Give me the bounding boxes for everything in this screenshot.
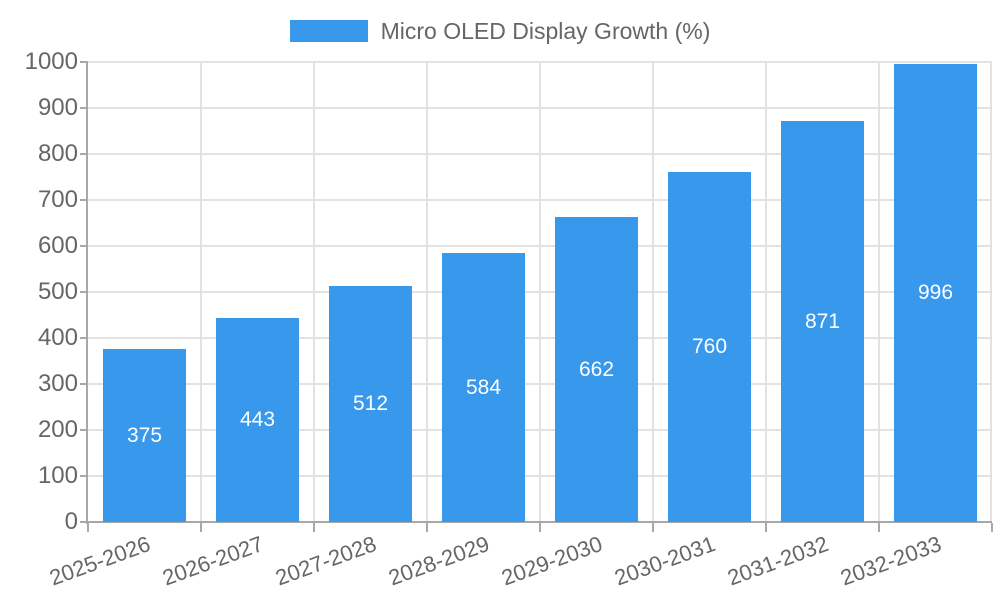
y-axis-tick [80,107,88,109]
y-axis-tick-label: 800 [37,140,78,167]
gridline-vertical [765,62,767,522]
x-axis-tick [765,523,767,532]
gridline-vertical [539,62,541,522]
x-axis-tick [426,523,428,532]
y-axis-tick [80,383,88,385]
y-axis-tick-label: 200 [37,416,78,443]
x-axis-tick [652,523,654,532]
y-axis-tick [80,61,88,63]
y-axis-tick-label: 700 [37,186,78,213]
y-axis-tick [80,245,88,247]
bar-value-label: 760 [691,335,728,358]
y-axis-tick-label: 1000 [24,48,78,75]
gridline-vertical [652,62,654,522]
y-axis-tick [80,337,88,339]
bar-2025-2026[interactable] [103,349,186,522]
y-axis-tick-label: 100 [37,462,78,489]
x-axis-tick [878,523,880,532]
legend-swatch [289,20,368,42]
y-axis-tick [80,153,88,155]
y-axis-tick-label: 300 [37,370,78,397]
y-axis-tick-label: 900 [37,94,78,121]
bar-value-label: 871 [804,309,841,333]
x-axis-line [86,521,992,523]
bar-2030-2031[interactable] [668,172,751,522]
y-axis-tick-label: 500 [37,278,78,305]
y-axis-tick [80,199,88,201]
gridline-vertical [313,62,315,522]
x-axis-tick [539,523,541,532]
gridline-vertical [200,62,202,522]
bar-2028-2029[interactable] [442,253,525,522]
gridline-vertical [878,62,880,522]
bar-2027-2028[interactable] [329,286,412,522]
x-axis-tick [991,523,993,532]
x-axis-tick [313,523,315,532]
y-axis-tick-label: 0 [64,508,78,535]
bar-2031-2032[interactable] [781,121,864,522]
bar-value-label: 584 [465,375,502,399]
y-axis-tick-label: 600 [37,232,78,259]
bar-value-label: 443 [239,408,276,431]
y-axis-tick [80,291,88,293]
bar-2032-2033[interactable] [894,64,977,522]
x-axis-tick [87,523,89,532]
y-axis-tick [80,521,88,523]
bar-value-label: 662 [578,357,615,381]
bar-2026-2027[interactable] [216,318,299,522]
y-axis-tick [80,429,88,431]
gridline-vertical [990,62,992,522]
bar-value-label: 375 [126,423,163,447]
bar-2029-2030[interactable] [555,217,638,522]
chart-legend: Micro OLED Display Growth (%) [0,17,1000,45]
y-axis-line [86,62,88,524]
bar-value-label: 996 [917,281,954,304]
y-axis-tick [80,475,88,477]
x-axis-tick [200,523,202,532]
bar-value-label: 512 [352,392,389,415]
y-axis-tick-label: 400 [37,324,78,351]
legend-item-micro-oled[interactable]: Micro OLED Display Growth (%) [289,17,711,45]
gridline-vertical [426,62,428,522]
legend-label: Micro OLED Display Growth (%) [380,18,711,44]
